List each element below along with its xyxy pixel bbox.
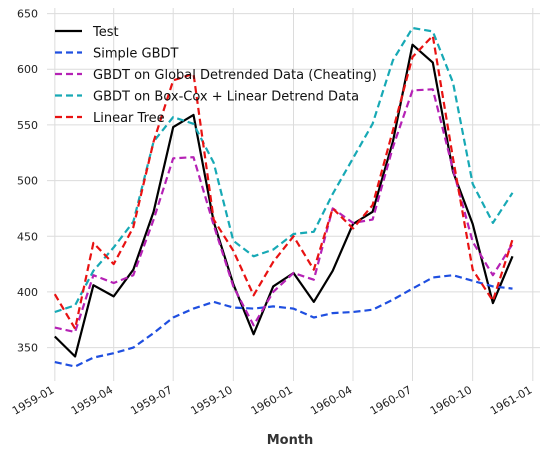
series-lines (53, 26, 514, 368)
x-tick-label: 1960-01 (249, 383, 295, 417)
y-axis: 350 400 450 500 550 600 650 (17, 8, 38, 355)
x-tick-label: 1960-04 (308, 383, 354, 417)
x-tick-label: 1959-01 (10, 383, 56, 417)
y-tick-label: 550 (17, 119, 38, 132)
legend-label: GBDT on Box-Cox + Linear Detrend Data (93, 90, 359, 105)
legend: Test Simple GBDT GBDT on Global Detrended … (55, 25, 377, 126)
legend-label: Test (92, 25, 119, 40)
x-tick-label: 1959-07 (128, 383, 174, 417)
series-line-5 (53, 34, 514, 330)
series-line-4 (54, 26, 514, 314)
series-line-1 (54, 43, 514, 358)
x-tick-label: 1959-10 (189, 383, 235, 417)
y-tick-label: 450 (17, 230, 38, 243)
y-tick-label: 600 (17, 63, 38, 76)
x-axis: 1959-01 1959-04 1959-07 1959-10 1960-01 1960-… (10, 383, 534, 417)
series-line-3 (54, 88, 514, 334)
x-tick-label: 1960-07 (368, 383, 414, 417)
y-tick-label: 500 (17, 175, 38, 188)
x-tick-label: 1961-01 (488, 383, 534, 417)
legend-label: Linear Tree (93, 111, 165, 126)
grid (47, 8, 540, 381)
y-tick-label: 350 (17, 342, 38, 355)
legend-label: Simple GBDT (93, 47, 179, 62)
y-tick-label: 650 (17, 8, 38, 21)
x-tick-label: 1960-10 (428, 383, 474, 417)
legend-label: GBDT on Global Detrended Data (Cheating) (93, 68, 377, 83)
y-tick-label: 400 (17, 286, 38, 299)
series-line-2 (54, 274, 513, 368)
x-tick-label: 1959-04 (69, 383, 115, 417)
x-axis-title: Month (267, 433, 314, 448)
